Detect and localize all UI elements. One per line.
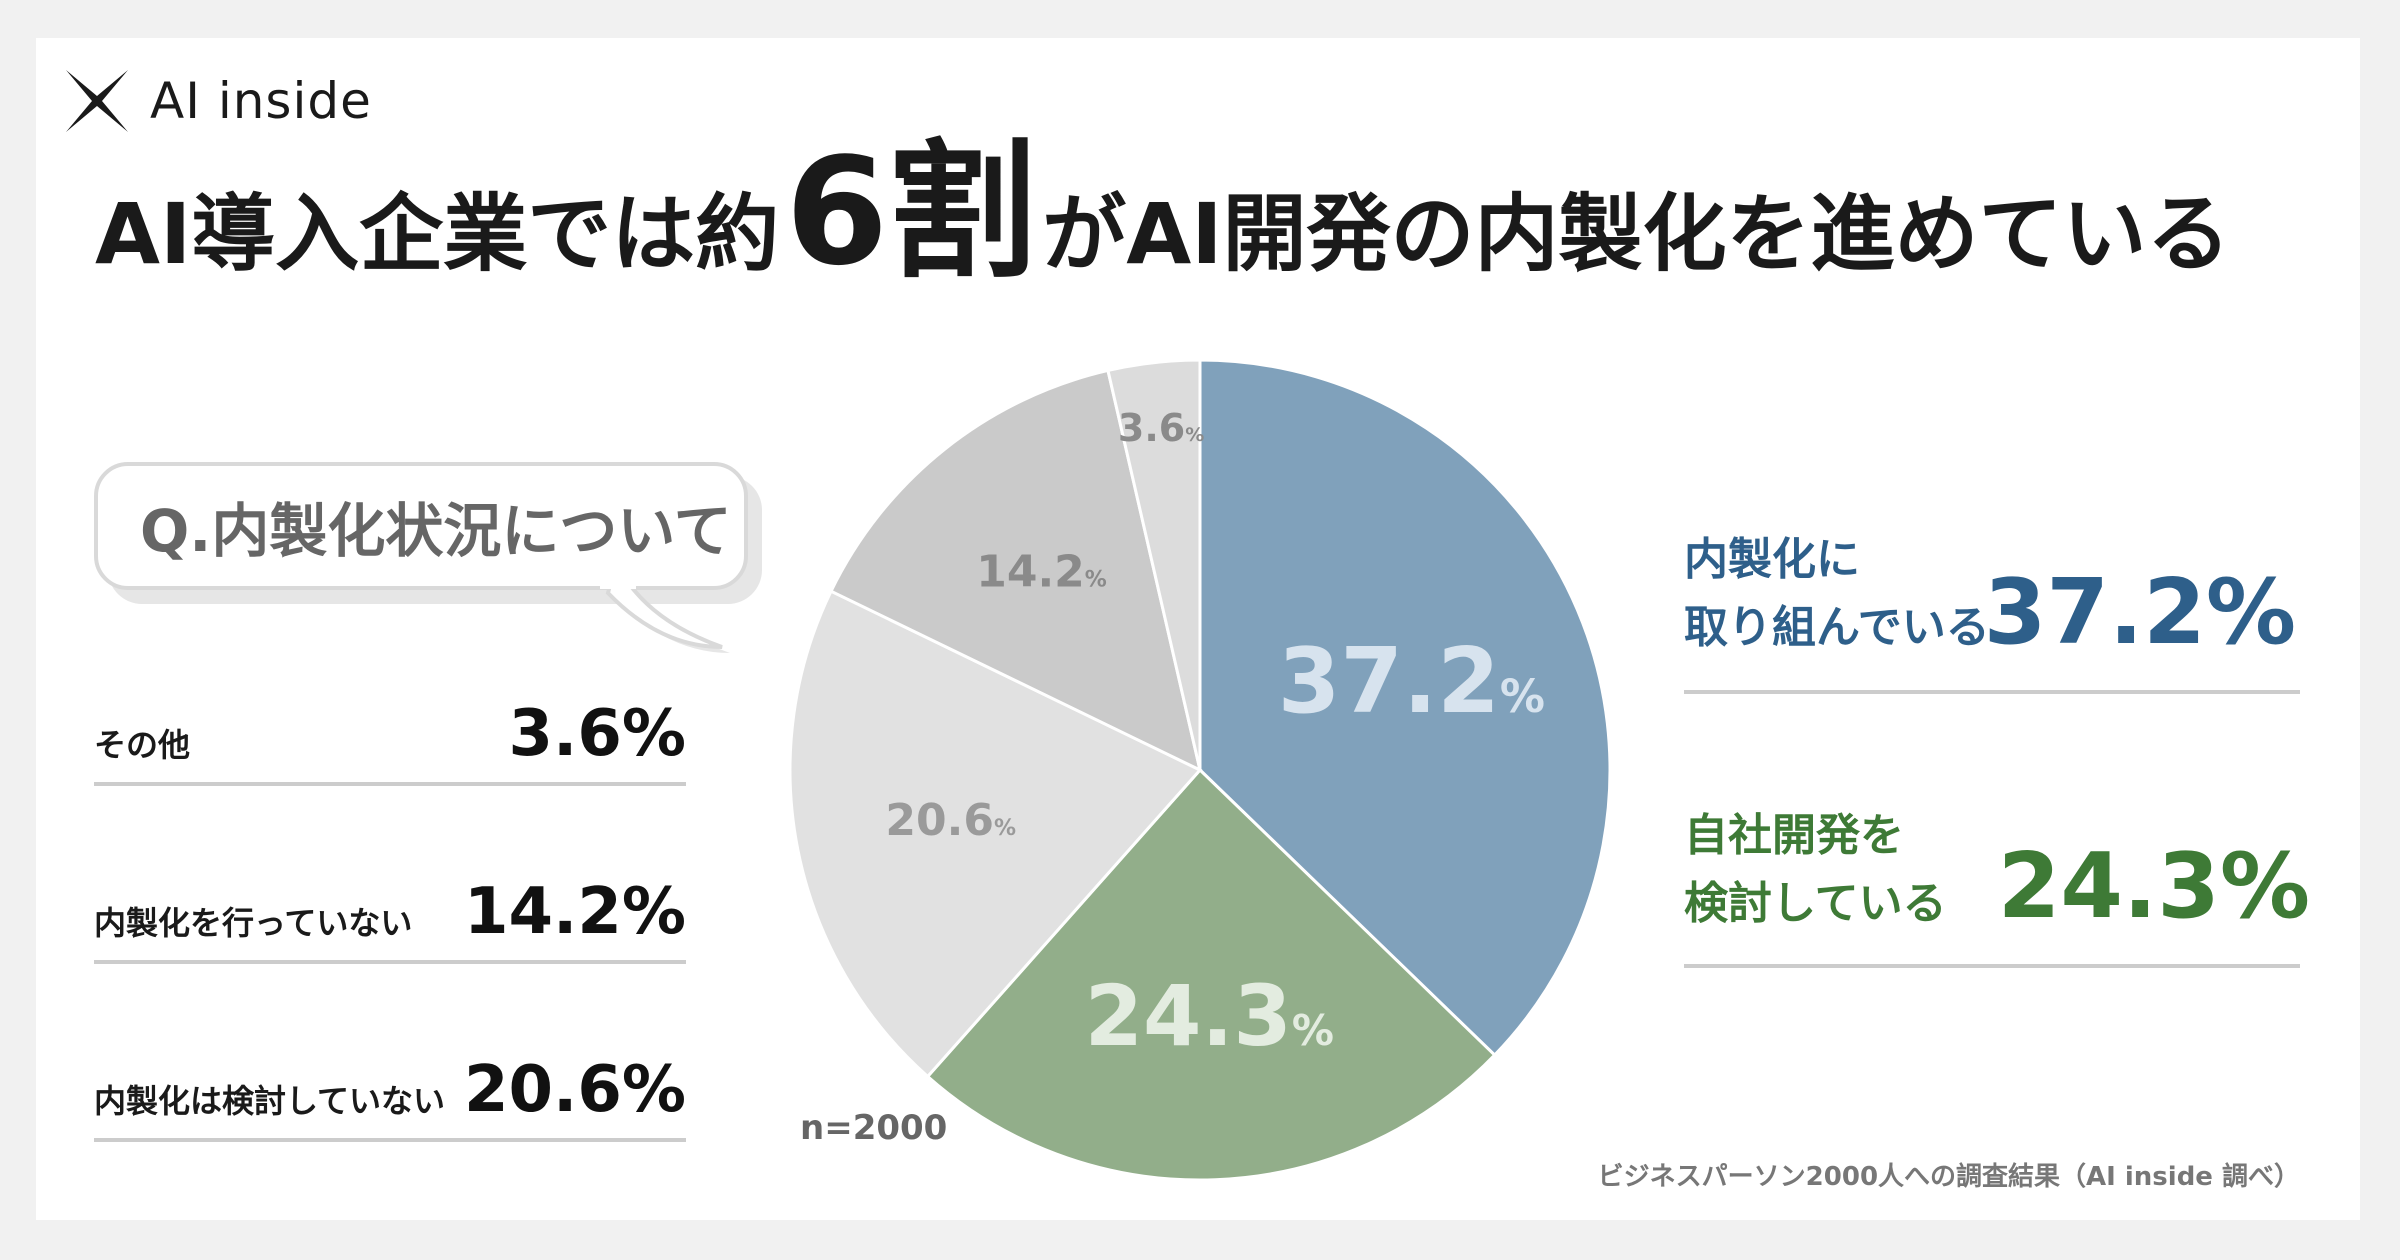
- pie-slice-label: 14.2%: [976, 547, 1107, 598]
- headline-highlight: 6割: [785, 126, 1037, 298]
- question-bubble: Q.内製化状況について: [94, 462, 748, 590]
- pie-slice: [1106, 358, 1202, 771]
- sample-size: n=2000: [800, 1108, 948, 1148]
- headline-before: AI導入企業では約: [95, 184, 780, 283]
- pie-slice: [1198, 358, 1612, 1058]
- left-item-label: その他: [94, 726, 191, 764]
- brand-logo: AI inside: [62, 66, 372, 136]
- question-text: Q.内製化状況について: [140, 497, 732, 565]
- right-item-value: 37.2%: [1983, 560, 2296, 665]
- left-item-value: 20.6%: [463, 1053, 686, 1127]
- brand-name: AI inside: [150, 72, 372, 130]
- left-item-label: 内製化を行っていない: [94, 904, 413, 942]
- right-item-in-house: 内製化に 取り組んでいる 37.2%: [1684, 520, 2300, 694]
- right-item-label-line1: 内製化に: [1684, 534, 1860, 585]
- source-note: ビジネスパーソン2000人への調査結果（AI inside 調べ）: [1597, 1162, 2300, 1192]
- pie-slice-label: 24.3%: [1085, 967, 1334, 1065]
- right-item-value: 24.3%: [1997, 834, 2310, 939]
- left-item-not-considering: 内製化は検討していない 20.6%: [94, 1056, 686, 1142]
- pie-slice: [829, 368, 1203, 773]
- pie-slice: [925, 767, 1497, 1182]
- pie-slice-label: 3.6%: [1118, 406, 1204, 450]
- bubble-tail-icon: [600, 585, 730, 653]
- left-item-value: 14.2%: [463, 875, 686, 949]
- right-item-label-line2: 検討している: [1684, 878, 1947, 929]
- left-item-value: 3.6%: [508, 697, 687, 771]
- pie-slice-label: 37.2%: [1278, 629, 1545, 734]
- right-item-considering: 自社開発を 検討している 24.3%: [1684, 798, 2310, 968]
- left-item-label: 内製化は検討していない: [94, 1082, 446, 1120]
- x-logo-icon: [66, 70, 128, 132]
- right-item-label-line2: 取り組んでいる: [1684, 602, 1990, 653]
- left-item-not-doing: 内製化を行っていない 14.2%: [94, 878, 686, 964]
- left-item-other: その他 3.6%: [94, 700, 686, 786]
- right-item-label-line1: 自社開発を: [1684, 810, 1904, 861]
- headline: AI導入企業では約 6割 がAI開発の内製化を進めている: [95, 126, 2315, 298]
- pie-slice-label: 20.6%: [885, 795, 1016, 846]
- pie-slice: [788, 589, 1203, 1079]
- headline-after: がAI開発の内製化を進めている: [1042, 184, 2231, 283]
